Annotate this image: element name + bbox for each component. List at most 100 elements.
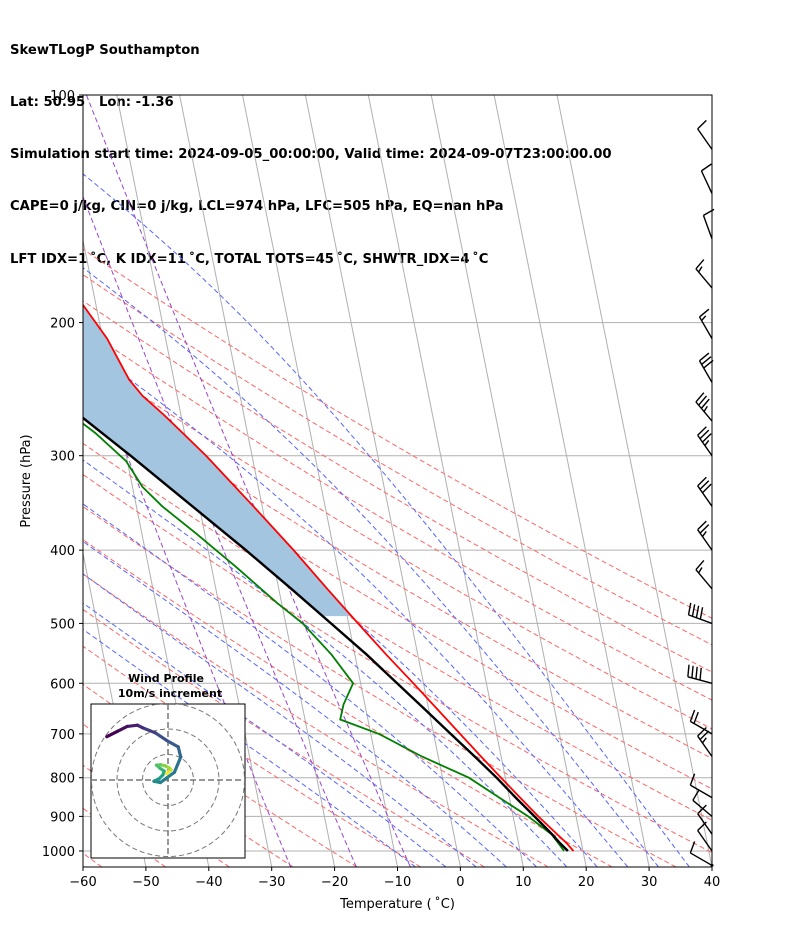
barb-feather bbox=[701, 483, 712, 494]
wind-barb bbox=[702, 208, 715, 240]
dewpoint-profile bbox=[83, 422, 565, 852]
title-times: Simulation start time: 2024-09-05_00:00:… bbox=[10, 147, 612, 163]
barb-staff bbox=[697, 830, 713, 852]
barb-feather bbox=[695, 605, 700, 618]
x-tick-label: 10 bbox=[515, 875, 532, 890]
moist-adiabat-line bbox=[83, 407, 598, 867]
hodograph-segment bbox=[172, 755, 183, 774]
x-tick-label: −40 bbox=[195, 875, 222, 890]
x-tick-label: 40 bbox=[704, 875, 721, 890]
dry-adiabat-line bbox=[83, 327, 712, 701]
x-tick-label: −20 bbox=[321, 875, 348, 890]
x-tick-label: 20 bbox=[578, 875, 595, 890]
y-axis-label: Pressure (hPa) bbox=[19, 434, 34, 527]
hodograph-segment bbox=[176, 745, 183, 759]
cape-area bbox=[83, 304, 352, 617]
axes: Temperature ( ˚C) Pressure (hPa) −60 −50 −… bbox=[19, 89, 720, 912]
dry-adiabat-line bbox=[83, 505, 677, 867]
isotherm-line bbox=[0, 95, 20, 867]
barb-feather bbox=[687, 664, 690, 677]
barb-feather bbox=[703, 359, 714, 369]
moist-adiabat-line bbox=[83, 573, 477, 867]
barb-staff bbox=[689, 852, 713, 867]
isotherm-line bbox=[83, 864, 84, 867]
wind-barbs bbox=[687, 119, 715, 867]
wind-barb bbox=[695, 259, 713, 289]
barb-feather bbox=[701, 433, 712, 443]
cape-fill-layer bbox=[83, 304, 352, 617]
dry-adiabat-line bbox=[83, 354, 712, 730]
wind-barb bbox=[689, 773, 713, 799]
barb-feather bbox=[699, 480, 710, 490]
wind-barb bbox=[692, 789, 713, 817]
title-indices-line: LFT IDX=1 ˚C, K IDX=11 ˚C, TOTAL TOTS=45… bbox=[10, 251, 489, 267]
hodograph-segment bbox=[105, 729, 119, 739]
hodograph-plot bbox=[91, 704, 245, 858]
dry-adiabat-line bbox=[83, 300, 712, 673]
barb-feather bbox=[687, 602, 692, 615]
barb-feather bbox=[689, 773, 696, 786]
title-station: SkewTLogP Southampton bbox=[10, 42, 200, 58]
y-tick-label: 700 bbox=[50, 728, 75, 743]
y-tick-label: 600 bbox=[50, 677, 75, 692]
barb-feather bbox=[701, 356, 712, 365]
wind-barb bbox=[697, 520, 713, 551]
barb-feather bbox=[699, 607, 704, 620]
hodograph-segment bbox=[165, 738, 180, 749]
barb-feather bbox=[699, 429, 710, 440]
y-tick-label: 1000 bbox=[42, 845, 75, 860]
barb-feather bbox=[701, 163, 712, 172]
plot-area bbox=[0, 94, 713, 868]
barb-feather bbox=[695, 666, 698, 680]
wind-barb bbox=[689, 841, 713, 867]
isotherm-line bbox=[430, 95, 587, 867]
barb-feather bbox=[689, 709, 696, 722]
y-tick-label: 100 bbox=[50, 89, 75, 104]
barb-feather bbox=[697, 476, 707, 487]
parcel-profile bbox=[83, 416, 569, 852]
barb-staff bbox=[697, 128, 713, 150]
barb-feather bbox=[692, 789, 700, 801]
hodograph-subtitle: 10m/s increment bbox=[118, 687, 222, 700]
barb-feather bbox=[699, 352, 710, 362]
y-tick-label: 300 bbox=[50, 450, 75, 465]
barb-feather bbox=[701, 531, 707, 537]
barb-feather bbox=[697, 804, 707, 815]
barb-feather bbox=[697, 520, 707, 531]
wind-barb bbox=[695, 559, 713, 590]
hodograph-segment bbox=[115, 724, 129, 734]
y-tick-label: 500 bbox=[50, 617, 75, 632]
barb-feather bbox=[703, 405, 708, 412]
barb-feather bbox=[697, 119, 707, 130]
barb-staff bbox=[702, 215, 713, 240]
isotherm-line bbox=[493, 95, 650, 867]
barb-feather bbox=[691, 665, 694, 678]
barb-feather bbox=[701, 315, 707, 322]
barb-feather bbox=[693, 711, 699, 724]
x-tick-label: −60 bbox=[69, 875, 96, 890]
wind-barb bbox=[695, 392, 713, 422]
barb-feather bbox=[699, 308, 710, 318]
wind-barb bbox=[698, 308, 713, 339]
barb-staff bbox=[700, 170, 713, 194]
wind-barb bbox=[697, 119, 713, 150]
wind-barb bbox=[697, 426, 713, 457]
dry-adiabat-line bbox=[83, 852, 103, 867]
wind-barb bbox=[687, 602, 713, 625]
dry-adiabat-line bbox=[83, 248, 712, 619]
isotherm-line bbox=[304, 95, 461, 867]
barb-feather bbox=[701, 737, 707, 744]
barb-feather bbox=[695, 259, 705, 270]
barb-feather bbox=[700, 398, 710, 409]
chart-title-block: SkewTLogP Southampton Lat: 50.95 Lon: -1… bbox=[10, 7, 612, 285]
title-cape-line: CAPE=0 j/kg, CIN=0 j/kg, LCL=974 hPa, LF… bbox=[10, 199, 504, 215]
barb-staff bbox=[697, 813, 713, 835]
barb-feather bbox=[697, 426, 707, 436]
hodograph-title: Wind Profile bbox=[128, 672, 204, 685]
barb-feather bbox=[698, 395, 708, 406]
barb-feather bbox=[697, 727, 707, 737]
y-tick-label: 200 bbox=[50, 317, 75, 332]
x-tick-label: 0 bbox=[456, 875, 464, 890]
barb-feather bbox=[704, 440, 710, 446]
